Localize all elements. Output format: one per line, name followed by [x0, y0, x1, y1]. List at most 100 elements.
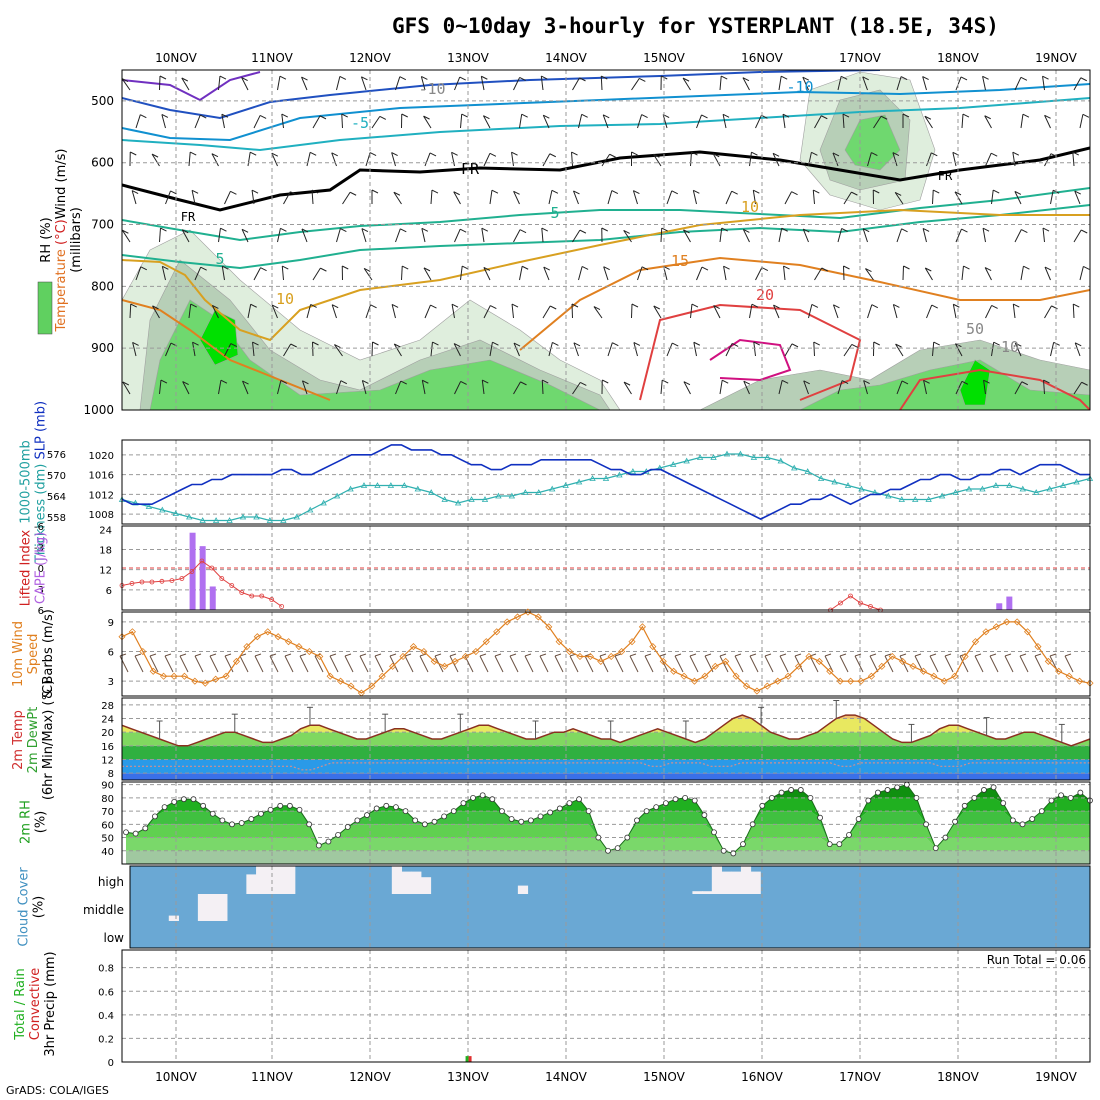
- rh-point: [1058, 792, 1064, 799]
- wind-speed-point: [1013, 618, 1021, 626]
- lifted-index-point: [129, 581, 135, 586]
- wind-barb: [135, 266, 142, 281]
- rh-point: [219, 817, 226, 824]
- wind-barb: [301, 380, 308, 395]
- wind-barb: [914, 655, 924, 673]
- wind-barb: [713, 305, 720, 309]
- rh-point: [1038, 808, 1045, 814]
- thickness-point: [562, 482, 569, 488]
- wind-barb: [611, 190, 619, 194]
- wind-speed-point: [805, 652, 813, 661]
- wind-barb: [460, 114, 463, 129]
- wind-barb: [902, 113, 910, 118]
- wind-barb: [449, 653, 457, 657]
- wind-barb: [993, 341, 1000, 346]
- wind-barb: [894, 191, 902, 196]
- li-tick-label: 6: [38, 606, 44, 617]
- wind-barb: [1034, 655, 1044, 673]
- wind-barb: [922, 76, 929, 80]
- wind-barb: [842, 113, 845, 129]
- wind-barb: [791, 343, 799, 348]
- temp-tick-label: 20: [101, 728, 114, 739]
- wind-barb: [152, 305, 160, 319]
- wind-barb: [955, 228, 962, 243]
- wind-barb: [131, 190, 137, 205]
- wind-speed-point: [888, 652, 896, 661]
- wind-barb: [791, 191, 798, 196]
- wind-barb: [1074, 342, 1081, 357]
- wind-barb: [862, 228, 868, 243]
- wind-barb: [181, 77, 190, 91]
- wind-barb: [809, 655, 819, 673]
- wind-barb: [290, 343, 297, 348]
- date-label-top: 13NOV: [447, 51, 489, 65]
- thickness-point: [360, 482, 368, 488]
- wind-barb: [808, 304, 813, 319]
- thickness-point: [683, 457, 690, 464]
- wind-speed-point: [753, 687, 761, 695]
- wind-barb: [614, 655, 624, 673]
- wind-barb: [271, 153, 278, 167]
- wind-barb: [192, 341, 199, 346]
- wind-barb: [802, 76, 810, 81]
- wind-barb: [961, 380, 969, 385]
- wind-barb: [743, 228, 750, 233]
- wind-barb: [389, 653, 397, 657]
- wind-barb: [1044, 266, 1051, 281]
- temp-tick-label: 28: [101, 701, 114, 712]
- wind-barb: [1020, 266, 1024, 281]
- wind-barb: [873, 189, 880, 194]
- thickness-point: [737, 450, 744, 457]
- panel-axis-label-line: & Barbs (m/s): [41, 609, 56, 699]
- rh-point: [267, 806, 274, 813]
- rh-point: [730, 850, 737, 857]
- wind-barb: [271, 152, 279, 157]
- cloud-cover-bar: [517, 885, 529, 894]
- rh-point: [691, 797, 698, 804]
- wind-barb: [371, 189, 379, 194]
- rh-point: [788, 787, 795, 793]
- panel-axis-label-line: Temperature (°C)Wind (m/s): [54, 149, 69, 333]
- wind-barb: [401, 265, 403, 281]
- wind-barb: [623, 230, 632, 243]
- wind-barb: [320, 267, 327, 272]
- wind-barb: [460, 266, 463, 281]
- wind-barb: [311, 189, 314, 205]
- contour-label: -10: [786, 78, 813, 96]
- thickness-point: [1059, 482, 1067, 488]
- rh-tick-label: 40: [101, 847, 114, 858]
- panel-axis-label: RH (%)Temperature (°C)Wind (m/s)(milliba…: [39, 149, 84, 333]
- wind-barb: [682, 77, 691, 91]
- wind-barb: [221, 113, 229, 118]
- wind-barb: [194, 655, 204, 673]
- wind-barb: [421, 227, 429, 232]
- wind-barb: [252, 341, 259, 346]
- wind-barb: [892, 304, 898, 319]
- wind-barb: [901, 380, 909, 385]
- wind-barb: [837, 228, 843, 243]
- wind-barb: [599, 653, 607, 657]
- panel-frame: [121, 697, 1091, 781]
- rh-point: [797, 787, 804, 793]
- wind-barb: [794, 653, 802, 657]
- wind-barb: [449, 655, 459, 673]
- wind-barb: [779, 653, 787, 657]
- wind-barb: [370, 304, 377, 309]
- thickness-line: [121, 453, 1091, 522]
- contour-label: FR: [938, 169, 953, 183]
- wind-barb: [491, 189, 499, 194]
- wind-barb: [1042, 75, 1049, 80]
- wind-speed-point: [409, 643, 418, 651]
- wind-tick-label: 9: [108, 618, 114, 629]
- rh-point: [701, 812, 708, 818]
- wind-barb: [632, 190, 638, 205]
- rh-point: [836, 841, 843, 848]
- wind-speed-point: [961, 652, 969, 661]
- wind-barb: [712, 153, 721, 167]
- wind-barb: [334, 344, 341, 348]
- wind-barb: [691, 151, 698, 156]
- wind-speed-point: [1003, 618, 1011, 626]
- wind-barb: [331, 304, 337, 319]
- li-tick-label: -6: [34, 522, 44, 533]
- wind-barb: [542, 153, 551, 167]
